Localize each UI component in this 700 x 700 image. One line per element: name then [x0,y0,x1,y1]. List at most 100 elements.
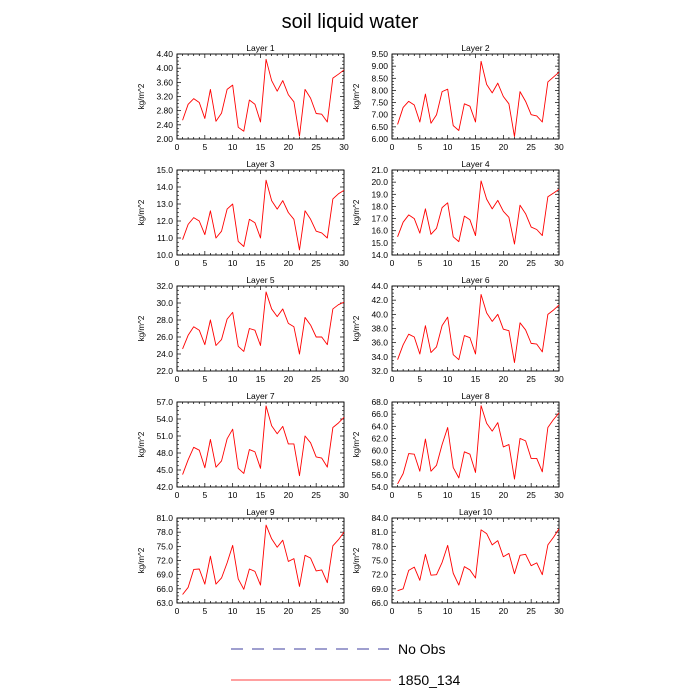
layer-6-xtick-label: 30 [554,374,564,384]
layer-1-ytick-label: 2.00 [156,134,173,144]
layer-6-xtick-label: 0 [390,374,395,384]
layer-2-ytick-label: 7.00 [371,110,388,120]
layer-2-ytick-label: 9.00 [371,61,388,71]
layer-9-ytick-label: 66.0 [156,584,173,594]
layer-9-ytick-label: 72.0 [156,556,173,566]
layer-2-ytick-label: 8.00 [371,85,388,95]
layer-4-ytick-label: 17.0 [371,214,388,224]
layer-4-title: Layer 4 [461,159,490,169]
layer-9-title: Layer 9 [246,507,275,517]
layer-5-xtick-label: 15 [256,374,266,384]
layer-4-xtick-label: 30 [554,258,564,268]
layer-8-ytick-label: 62.0 [371,433,388,443]
layer-4-xtick-label: 5 [417,258,422,268]
layer-6-ytick-label: 32.0 [371,366,388,376]
layer-10-title: Layer 10 [459,507,492,517]
layer-5-xtick-label: 10 [228,374,238,384]
layer-8-xtick-label: 30 [554,490,564,500]
layer-4-ytick-label: 18.0 [371,201,388,211]
layer-10-xtick-label: 0 [390,606,395,616]
layer-9-ytick-label: 75.0 [156,541,173,551]
layer-2-ytick-label: 9.50 [371,49,388,59]
layer-5-ytick-label: 32.0 [156,281,173,291]
layer-4-ytick-label: 20.0 [371,177,388,187]
layer-10-ytick-label: 75.0 [371,556,388,566]
layer-8-ytick-label: 66.0 [371,409,388,419]
layer-9-xtick-label: 20 [284,606,294,616]
layer-10-series-line [397,528,560,592]
layer-10-xtick-label: 25 [526,606,536,616]
layer-6-ylabel: kg/m^2 [352,315,361,341]
layer-1-ytick-label: 4.00 [156,63,173,73]
layer-10-xtick-label: 10 [443,606,453,616]
layer-4-ytick-label: 19.0 [371,189,388,199]
layer-9-plot-frame [176,517,345,604]
layer-6-title: Layer 6 [461,275,490,285]
layer-8-xtick-label: 0 [390,490,395,500]
layer-1-ytick-label: 4.40 [156,49,173,59]
layer-6-ytick-label: 38.0 [371,324,388,334]
layer-2-series-line [397,60,560,138]
layer-5-ytick-label: 26.0 [156,332,173,342]
layer-6-ytick-label: 44.0 [371,281,388,291]
layer-5-xtick-label: 20 [284,374,294,384]
layer-6-ytick-label: 34.0 [371,352,388,362]
layer-2-panel: Layer 2 kg/m^2 0 5 10 15 20 25 30 6.00 6.50 7.00 7.5… [352,43,564,152]
layer-7-ytick-label: 54.0 [156,414,173,424]
layer-7-title: Layer 7 [246,391,275,401]
layer-2-xtick-label: 10 [443,142,453,152]
layer-7-xtick-label: 30 [339,490,349,500]
layer-7-ytick-label: 42.0 [156,482,173,492]
layer-7-ytick-label: 57.0 [156,397,173,407]
layer-5-panel: Layer 5 kg/m^2 0 5 10 15 20 25 30 22.0 24.0 26.0 28.… [137,275,349,384]
layer-4-ytick-label: 21.0 [371,165,388,175]
layer-3-panel: Layer 3 kg/m^2 0 5 10 15 20 25 30 10.0 11.0 12.0 13.… [137,159,349,268]
layer-10-ylabel: kg/m^2 [352,547,361,573]
layer-6-xtick-label: 20 [499,374,509,384]
layer-8-title: Layer 8 [461,391,490,401]
layer-8-ytick-label: 56.0 [371,470,388,480]
layer-7-xtick-label: 0 [175,490,180,500]
layer-10-ytick-label: 81.0 [371,527,388,537]
layer-5-xtick-label: 25 [311,374,321,384]
layer-4-panel: Layer 4 kg/m^2 0 5 10 15 20 25 30 14.0 15.0 16.0 17.… [352,159,564,268]
layer-1-ytick-label: 3.60 [156,77,173,87]
layer-6-ytick-label: 40.0 [371,309,388,319]
layer-8-ytick-label: 64.0 [371,421,388,431]
layer-10-ytick-label: 72.0 [371,570,388,580]
layer-4-xtick-label: 20 [499,258,509,268]
layer-7-xtick-label: 25 [311,490,321,500]
layer-1-ylabel: kg/m^2 [137,83,146,109]
layer-5-ylabel: kg/m^2 [137,315,146,341]
layer-3-ytick-label: 14.0 [156,182,173,192]
layer-8-xtick-label: 25 [526,490,536,500]
layer-1-panel: Layer 1 kg/m^2 0 5 10 15 20 25 30 2.00 2.40 2.80 3.2… [137,43,349,152]
layer-8-ytick-label: 54.0 [371,482,388,492]
layer-8-ytick-label: 68.0 [371,397,388,407]
layer-7-panel: Layer 7 kg/m^2 0 5 10 15 20 25 30 42.0 45.0 48.0 51.… [137,391,349,500]
layer-10-ytick-label: 66.0 [371,598,388,608]
panels-grid: Layer 1 kg/m^2 0 5 10 15 20 25 30 2.00 2.40 2.80 3.2… [137,43,564,616]
layer-2-ytick-label: 6.00 [371,134,388,144]
layer-1-xtick-label: 5 [202,142,207,152]
layer-1-series-line [182,58,345,137]
layer-3-plot-frame [176,169,345,256]
layer-8-xtick-label: 10 [443,490,453,500]
layer-2-ytick-label: 8.50 [371,73,388,83]
layer-2-xtick-label: 25 [526,142,536,152]
layer-9-xtick-label: 15 [256,606,266,616]
layer-9-ytick-label: 81.0 [156,513,173,523]
layer-2-xtick-label: 0 [390,142,395,152]
layer-3-ylabel: kg/m^2 [137,199,146,225]
layer-9-ylabel: kg/m^2 [137,547,146,573]
layer-6-xtick-label: 25 [526,374,536,384]
layer-7-xtick-label: 5 [202,490,207,500]
layer-2-xtick-label: 5 [417,142,422,152]
layer-4-xtick-label: 10 [443,258,453,268]
layer-6-ytick-label: 36.0 [371,338,388,348]
layer-8-ytick-label: 58.0 [371,458,388,468]
layer-6-xtick-label: 10 [443,374,453,384]
layer-10-xtick-label: 30 [554,606,564,616]
layer-1-xtick-label: 20 [284,142,294,152]
layer-6-plot-frame [391,285,560,372]
